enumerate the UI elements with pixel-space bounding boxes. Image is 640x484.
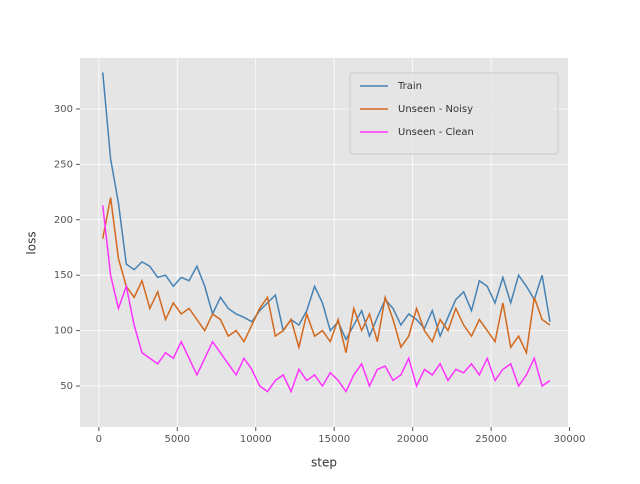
y-tick-label: 250	[54, 159, 73, 170]
x-tick-label: 0	[96, 434, 102, 445]
x-tick-label: 25000	[475, 434, 507, 445]
x-axis-label: step	[311, 456, 337, 470]
x-tick-label: 15000	[318, 434, 350, 445]
y-tick-label: 200	[54, 215, 73, 226]
x-tick-label: 10000	[240, 434, 272, 445]
legend-box	[349, 72, 559, 155]
y-axis-label: loss	[25, 231, 39, 254]
x-tick-label: 30000	[554, 434, 586, 445]
series-line	[102, 72, 551, 342]
x-tick-label: 20000	[397, 434, 429, 445]
series-line	[102, 197, 551, 356]
y-tick-label: 300	[54, 104, 73, 115]
y-tick-label: 50	[60, 381, 73, 392]
legend-label: Unseen - Clean	[398, 127, 474, 138]
legend-label: Train	[397, 81, 422, 92]
y-tick-label: 100	[54, 326, 73, 337]
legend-label: Unseen - Noisy	[398, 104, 473, 115]
y-tick-label: 150	[54, 270, 73, 281]
x-tick-label: 5000	[165, 434, 190, 445]
series-line	[102, 205, 551, 394]
